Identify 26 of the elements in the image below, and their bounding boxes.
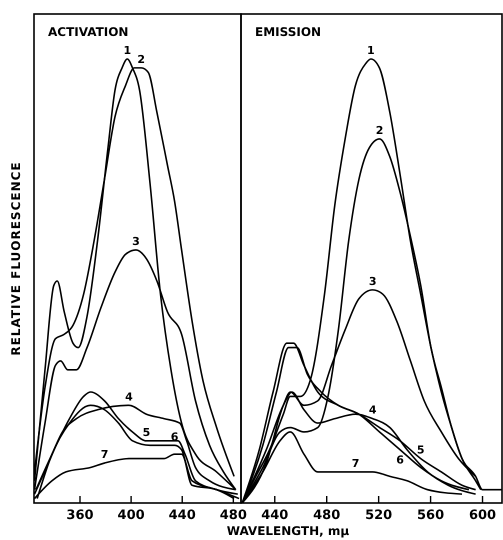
annotation: 7: [352, 456, 360, 470]
chart-title: EMISSION: [255, 25, 322, 39]
x-tick-label: 440: [168, 508, 196, 523]
annotation: 1: [123, 44, 132, 57]
annotation: 1: [367, 44, 375, 57]
annotation: 6: [396, 454, 404, 467]
chart-title: ACTIVATION: [48, 25, 128, 39]
x-tick-label: 440: [261, 508, 288, 523]
annotation: 3: [132, 234, 140, 248]
x-tick-label: 560: [417, 508, 444, 523]
annotation: 3: [368, 274, 376, 288]
y-axis-title: RELATIVE FLUORESCENCE: [9, 161, 23, 356]
annotation: 4: [125, 390, 134, 404]
annotation: 5: [416, 444, 425, 457]
x-axis-title: WAVELENGTH, mμ: [226, 524, 350, 538]
annotation: 7: [100, 448, 108, 462]
x-tick-label: 400: [118, 508, 145, 523]
x-tick-label: 480: [313, 508, 340, 523]
x-tick-label: 480: [220, 508, 247, 523]
annotation: 5: [142, 426, 150, 439]
x-tick-label: 360: [66, 508, 94, 523]
x-tick-label: 600: [468, 508, 496, 523]
annotation: 4: [368, 404, 377, 417]
x-tick-label: 520: [365, 508, 392, 523]
annotation: 2: [376, 124, 384, 137]
annotation: 2: [137, 52, 146, 66]
